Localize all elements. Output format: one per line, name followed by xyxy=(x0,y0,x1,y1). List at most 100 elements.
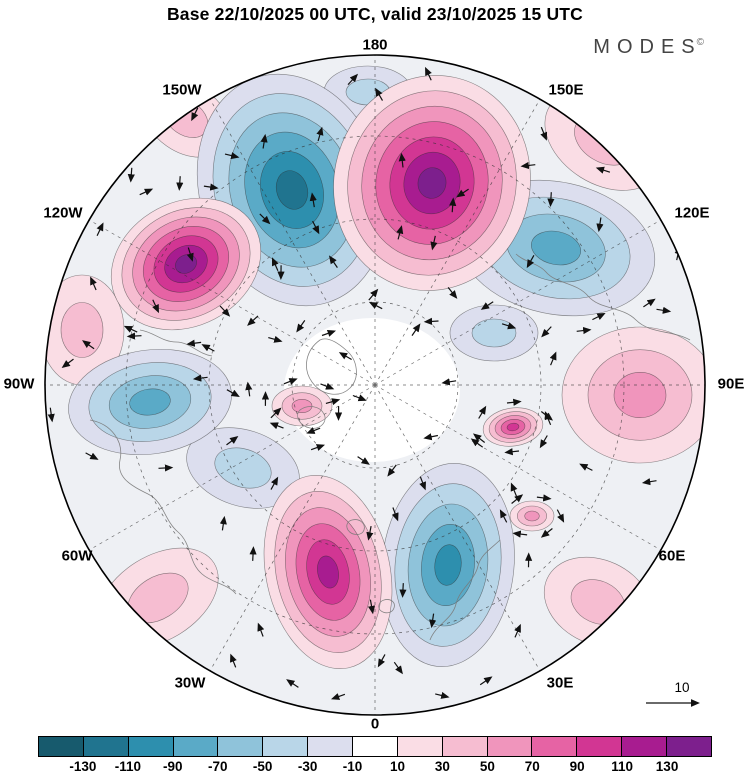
wind-arrow xyxy=(270,476,279,490)
wind-arrow xyxy=(480,301,494,310)
wind-arrow xyxy=(520,161,536,170)
wind-arrow xyxy=(411,323,421,336)
coastline xyxy=(515,253,691,341)
wind-arrow xyxy=(331,693,346,700)
wind-arrow xyxy=(499,509,508,523)
wind-arrow xyxy=(310,444,325,451)
wind-arrow xyxy=(556,509,565,523)
wind-arrow xyxy=(478,405,487,419)
contour-band xyxy=(60,302,104,358)
wind-arrow xyxy=(579,463,593,471)
colorbar-cell xyxy=(397,737,443,756)
colorbar-cell xyxy=(532,737,578,756)
colorbar-cell xyxy=(577,737,623,756)
latitude-circle xyxy=(208,218,542,552)
wind-arrow xyxy=(325,398,341,406)
coastline xyxy=(378,599,395,614)
colorbar-cell xyxy=(263,737,309,756)
colorbar-cell xyxy=(353,737,398,756)
colorbar-tick: 50 xyxy=(479,759,495,774)
colorbar-ticks: -130 -110 -90 -70 -50 -30 -10 10 30 50 70 90 110 130 xyxy=(38,759,712,777)
wind-arrow xyxy=(505,74,518,85)
wind-arrow xyxy=(470,438,484,448)
wind-arrow xyxy=(419,476,426,491)
wind-arrow xyxy=(399,583,407,598)
wind-arrow xyxy=(219,305,231,317)
wind-arrow xyxy=(224,152,240,160)
colorbar-tick: -130 xyxy=(69,759,97,774)
pole-neutral-area xyxy=(284,318,460,462)
wind-arrow xyxy=(539,435,548,449)
wind-arrow xyxy=(375,87,384,101)
colorbar-cell xyxy=(308,737,354,756)
wind-arrow xyxy=(435,691,450,699)
contour-band xyxy=(434,544,462,586)
wind-arrow xyxy=(397,47,409,51)
wind-arrow xyxy=(338,352,352,361)
coastline xyxy=(346,519,365,535)
wind-arrow xyxy=(271,257,279,272)
meridian-line xyxy=(209,384,376,671)
meridian-line xyxy=(209,99,376,386)
wind-arrow xyxy=(127,167,135,183)
wind-arrow xyxy=(259,213,271,225)
contour-band xyxy=(317,555,339,589)
colorbar-cell xyxy=(83,737,129,756)
wind-arrow xyxy=(268,335,283,343)
graticule xyxy=(45,55,705,715)
wind-arrow xyxy=(96,222,104,236)
reference-vector-arrow xyxy=(646,699,700,707)
wind-arrow xyxy=(449,197,457,213)
coastline xyxy=(139,329,213,357)
meridian-line xyxy=(374,384,661,551)
meridian-line xyxy=(374,219,661,386)
colorbar-tick: -50 xyxy=(252,759,273,774)
wind-arrow xyxy=(276,39,289,40)
meridian-label-120W: 120W xyxy=(43,204,83,222)
coastline xyxy=(429,539,501,641)
wind-arrow xyxy=(226,389,240,397)
wind-arrow xyxy=(656,306,672,314)
contour-band xyxy=(129,388,171,416)
wind-arrow xyxy=(501,322,517,330)
meridian-line xyxy=(89,219,376,386)
wind-arrow xyxy=(306,427,321,434)
contour-band xyxy=(471,318,517,348)
wind-arrow xyxy=(313,30,322,40)
wind-arrow xyxy=(540,528,553,538)
meridian-label-30W: 30W xyxy=(174,674,206,692)
wind-arrow xyxy=(429,613,437,629)
wind-arrow xyxy=(245,381,253,397)
map-boundary xyxy=(44,54,706,716)
contour-band xyxy=(613,371,667,418)
wind-arrow xyxy=(192,374,208,382)
wind-arrow xyxy=(595,166,611,174)
wind-arrow xyxy=(377,654,386,668)
meridian-label-150E: 150E xyxy=(548,81,584,99)
wind-arrow xyxy=(357,456,370,465)
meridian-line xyxy=(374,384,541,671)
modes-logo-text: MODES xyxy=(593,36,702,58)
contour-band xyxy=(417,167,447,199)
meridian-label-60W: 60W xyxy=(61,547,93,565)
coastline xyxy=(89,419,237,595)
wind-arrow xyxy=(536,494,552,502)
wind-arrow xyxy=(296,320,306,333)
wind-arrow xyxy=(423,317,439,325)
colorbar-cell xyxy=(442,737,488,756)
wind-arrow xyxy=(366,525,374,541)
wind-arrow xyxy=(316,126,324,142)
wind-arrow xyxy=(702,450,705,462)
wind-arrow xyxy=(512,530,528,538)
wind-arrow xyxy=(541,326,552,338)
meridian-label-90W: 90W xyxy=(3,375,35,393)
colorbar xyxy=(38,736,712,757)
wind-arrow xyxy=(510,482,518,497)
wind-arrow xyxy=(226,436,239,446)
wind-arrow xyxy=(540,126,548,141)
wind-arrow xyxy=(347,73,359,86)
meridian-label-150W: 150W xyxy=(162,81,202,99)
wind-arrow xyxy=(391,507,399,522)
chart-title: Base 22/10/2025 00 UTC, valid 23/10/2025… xyxy=(166,4,584,24)
